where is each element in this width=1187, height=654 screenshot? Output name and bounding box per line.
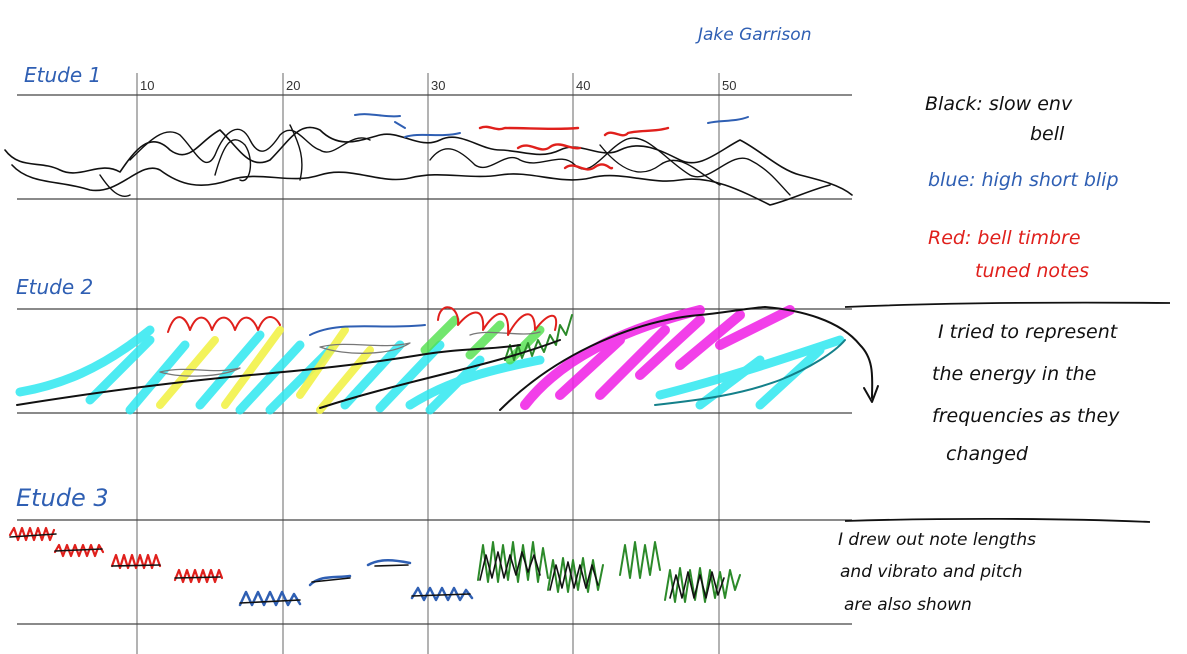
legend-black-line1: Black: slow env: [925, 93, 1073, 115]
tick-label: 30: [431, 78, 445, 93]
tick-labels: 10 20 30 40 50: [140, 78, 736, 93]
legend-red-line1: Red: bell timbre: [928, 227, 1081, 249]
etude3-note-line1: I drew out note lengths: [838, 530, 1036, 550]
etude2-note-line4: changed: [946, 443, 1029, 465]
etude2-note-line2: the energy in the: [932, 363, 1096, 385]
tick-label: 10: [140, 78, 154, 93]
legend-black-line2: bell: [1030, 123, 1065, 145]
etude3-title: Etude 3: [16, 484, 109, 512]
lane-lines: [17, 94, 852, 625]
author-name: Jake Garrison: [695, 25, 811, 45]
etude3-note: I drew out note lengths and vibrato and …: [838, 530, 1036, 615]
etude3-sketch: [8, 526, 741, 607]
legend-red-line2: tuned notes: [975, 260, 1089, 282]
etude1-title: Etude 1: [24, 63, 101, 87]
etude2-title: Etude 2: [16, 275, 93, 299]
etude2-sketch: [15, 305, 879, 415]
etude3-note-line3: are also shown: [844, 595, 972, 615]
legend-blue: blue: high short blip: [928, 169, 1119, 191]
legend-notes: Black: slow env bell blue: high short bl…: [925, 93, 1119, 282]
tick-label: 50: [722, 78, 736, 93]
separator-line-2: [844, 517, 1151, 523]
tick-label: 40: [576, 78, 590, 93]
separator-line-1: [844, 301, 1171, 308]
etude3-note-line2: and vibrato and pitch: [840, 562, 1023, 582]
etude2-note-line3: frequencies as they: [932, 405, 1120, 427]
tick-label: 20: [286, 78, 300, 93]
etude2-note: I tried to represent the energy in the f…: [932, 321, 1120, 465]
etude1-sketch: [4, 113, 853, 206]
etude2-note-line1: I tried to represent: [938, 321, 1119, 343]
